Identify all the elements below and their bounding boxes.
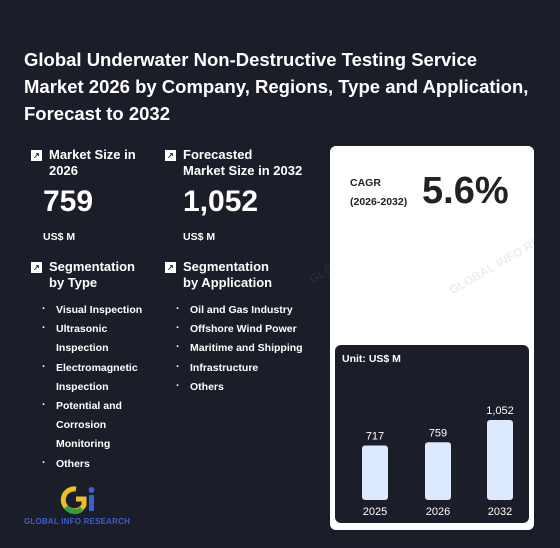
- cagr-label: CAGR (2026-2032): [350, 177, 408, 208]
- forecast-size-unit: US$ M: [183, 231, 216, 243]
- list-item: Others: [176, 377, 303, 397]
- logo-mark-icon: [60, 486, 95, 515]
- market-size-value: 759: [43, 185, 94, 218]
- list-item: Maritime and Shipping: [176, 338, 303, 358]
- logo: GLOBAL INFO RESEARCH: [24, 485, 142, 529]
- bar-value-label: 717: [366, 430, 384, 442]
- list-item: Infrastructure: [176, 358, 303, 378]
- arrow-up-right-icon: ↗: [31, 262, 42, 273]
- x-tick-label: 2025: [363, 506, 387, 518]
- market-size-unit: US$ M: [43, 231, 76, 243]
- list-item: Ultrasonic Inspection: [42, 319, 152, 358]
- segmentation-application-list: Oil and Gas Industry Offshore Wind Power…: [165, 300, 303, 397]
- bar-chart-svg: 717 2025 759 2026 1,052 2032: [362, 405, 514, 518]
- segmentation-type-block: ↗ Segmentation by Type Visual Inspection…: [31, 259, 152, 474]
- list-item: Electromagnetic Inspection: [42, 358, 152, 397]
- market-size-block: ↗ Market Size in 2026 759 US$ M: [31, 147, 136, 243]
- list-item: Others: [42, 454, 152, 474]
- segmentation-application-block: ↗ Segmentation by Application Oil and Ga…: [165, 259, 303, 397]
- x-tick-label: 2026: [426, 506, 450, 518]
- page-title: Global Underwater Non-Destructive Testin…: [24, 49, 529, 124]
- segmentation-type-label: Segmentation by Type: [49, 259, 135, 290]
- x-tick-label: 2032: [488, 506, 512, 518]
- list-item: Potential and Corrosion Monitoring: [42, 396, 152, 455]
- arrow-up-right-icon: ↗: [31, 150, 42, 161]
- list-item: Visual Inspection: [42, 300, 152, 320]
- forecast-size-label: Forecasted Market Size in 2032: [183, 147, 303, 178]
- bar-2026: [425, 442, 451, 500]
- cagr-card: CAGR (2026-2032) 5.6% GLOBAL INFO RESEAR…: [330, 146, 534, 530]
- bar-chart: Unit: US$ M 717 2025 759 2026 1,052 2032: [335, 345, 529, 523]
- cagr-value: 5.6%: [422, 170, 509, 212]
- bar-value-label: 1,052: [486, 405, 514, 417]
- segmentation-application-label: Segmentation by Application: [183, 259, 273, 290]
- forecast-size-value: 1,052: [183, 185, 259, 218]
- chart-unit-label: Unit: US$ M: [342, 353, 401, 365]
- arrow-up-right-icon: ↗: [165, 150, 176, 161]
- watermark: GLOBAL INFO RESEARCH: [446, 208, 534, 298]
- bar-2032: [487, 420, 513, 500]
- market-size-label: Market Size in 2026: [49, 147, 136, 178]
- bar-2025: [362, 445, 388, 500]
- list-item: Oil and Gas Industry: [176, 300, 303, 320]
- segmentation-type-list: Visual Inspection Ultrasonic Inspection …: [31, 300, 152, 474]
- forecast-size-block: ↗ Forecasted Market Size in 2032 1,052 U…: [165, 147, 302, 243]
- arrow-up-right-icon: ↗: [165, 262, 176, 273]
- bar-value-label: 759: [429, 427, 447, 439]
- list-item: Offshore Wind Power: [176, 319, 303, 339]
- logo-text: GLOBAL INFO RESEARCH: [24, 517, 131, 526]
